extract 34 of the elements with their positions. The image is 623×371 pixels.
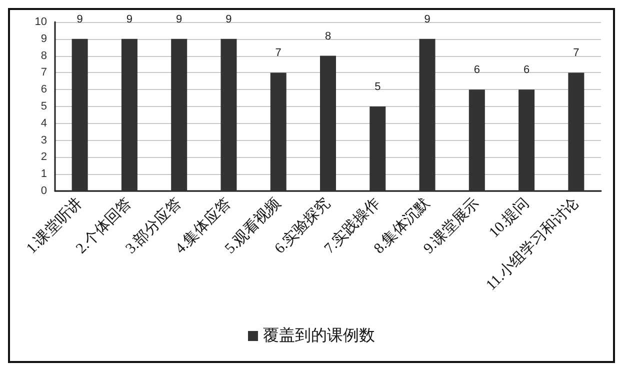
y-tick-label: 3 bbox=[40, 134, 47, 146]
data-label: 7 bbox=[573, 47, 580, 60]
y-tick-label: 8 bbox=[40, 50, 47, 62]
data-label: 6 bbox=[474, 64, 480, 76]
y-tick-label: 1 bbox=[40, 168, 47, 180]
y-tick-label: 6 bbox=[40, 84, 47, 96]
y-tick-label: 4 bbox=[40, 117, 47, 130]
data-label: 9 bbox=[176, 13, 182, 26]
bar bbox=[468, 90, 485, 191]
data-label: 9 bbox=[76, 13, 83, 26]
bar bbox=[270, 72, 286, 191]
legend-label: 覆盖到的课例数 bbox=[263, 326, 375, 344]
bar bbox=[518, 90, 535, 191]
data-label: 9 bbox=[126, 13, 133, 26]
bar bbox=[419, 38, 436, 191]
bar bbox=[568, 72, 584, 191]
data-label: 9 bbox=[226, 13, 232, 26]
data-label: 6 bbox=[523, 64, 530, 76]
y-tick-label: 7 bbox=[40, 66, 47, 79]
bar bbox=[171, 38, 188, 191]
data-label: 5 bbox=[374, 81, 381, 93]
bar bbox=[320, 56, 336, 191]
y-tick-label: 9 bbox=[40, 32, 47, 45]
data-label: 7 bbox=[275, 47, 282, 60]
bar bbox=[220, 38, 237, 191]
bar bbox=[72, 38, 88, 191]
y-tick-label: 10 bbox=[34, 16, 47, 28]
y-tick-label: 0 bbox=[40, 185, 47, 197]
y-tick-label: 2 bbox=[40, 151, 47, 164]
y-tick-label: 5 bbox=[40, 100, 47, 112]
bar bbox=[121, 38, 138, 191]
data-label: 9 bbox=[424, 13, 430, 26]
bar bbox=[370, 106, 386, 191]
data-label: 8 bbox=[324, 30, 332, 42]
